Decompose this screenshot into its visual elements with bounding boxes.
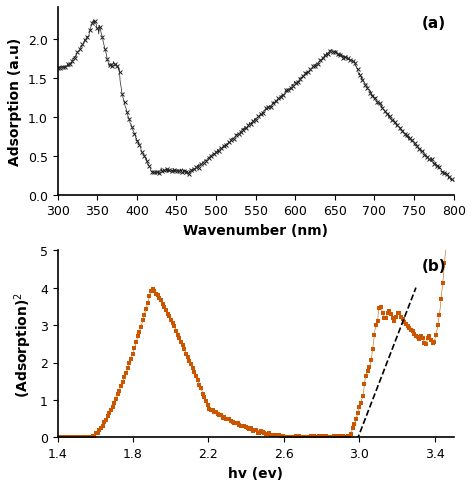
X-axis label: hv (ev): hv (ev): [228, 466, 283, 480]
Text: (a): (a): [422, 16, 446, 31]
X-axis label: Wavenumber (nm): Wavenumber (nm): [183, 224, 328, 237]
Text: (b): (b): [422, 258, 447, 273]
Y-axis label: Adsorption (a.u): Adsorption (a.u): [9, 38, 22, 166]
Y-axis label: (Adsorption)$^2$: (Adsorption)$^2$: [13, 291, 34, 397]
